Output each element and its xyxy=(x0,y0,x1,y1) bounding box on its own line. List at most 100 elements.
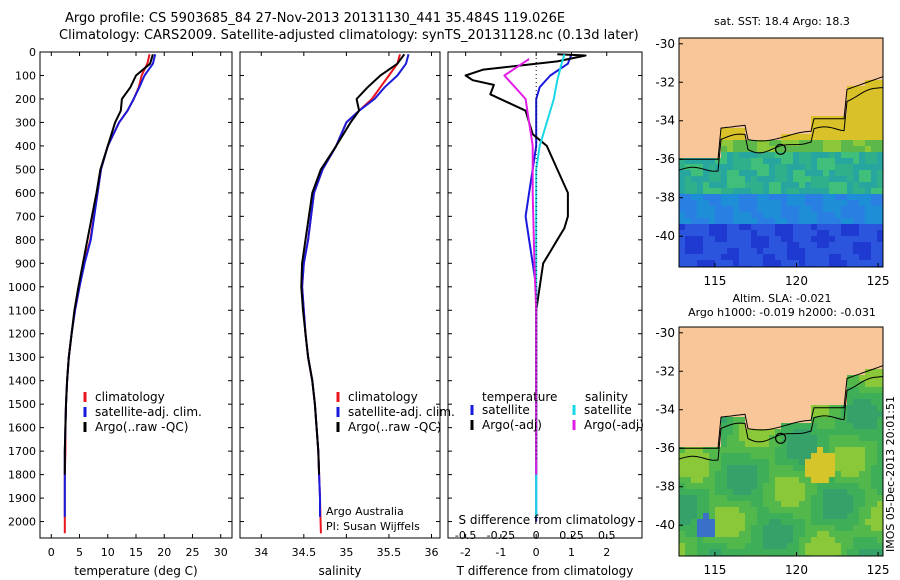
legend-label-salinity: Argo(..raw -QC) xyxy=(348,420,441,434)
depth-tick-label: 1600 xyxy=(8,422,36,435)
legend-label: Argo(-adj) xyxy=(482,418,542,432)
x-axis-label-difference: T difference from climatology xyxy=(456,564,634,578)
figure-title-line1: Argo profile: CS 5903685_84 27-Nov-2013 … xyxy=(65,11,566,26)
coastline xyxy=(679,365,883,449)
map-y-tick-label: -32 xyxy=(655,75,675,89)
legend-temperature-title: temperature xyxy=(482,390,557,404)
map-y-tick-label: -40 xyxy=(655,229,675,243)
annotation-line1: Argo Australia xyxy=(326,505,404,518)
s-tick-label: -0.5 xyxy=(455,529,476,542)
map-y-tick-label: -30 xyxy=(655,37,675,51)
depth-tick-label: 200 xyxy=(15,93,36,106)
depth-tick-label: 1200 xyxy=(8,328,36,341)
s-tick-label: 0 xyxy=(533,529,540,542)
legend-label: satellite xyxy=(584,403,632,417)
depth-tick-label: 900 xyxy=(15,257,36,270)
x-tick-label: 2 xyxy=(603,546,610,559)
legend-label-salinity: satellite-adj. clim. xyxy=(348,405,455,419)
x-tick-label: 1 xyxy=(568,546,575,559)
x-tick-label: 35 xyxy=(339,546,353,559)
panel-frame-difference xyxy=(447,51,643,539)
x-tick-label: 10 xyxy=(101,546,115,559)
map-y-tick-label: -38 xyxy=(655,480,675,494)
depth-tick-label: 800 xyxy=(15,234,36,247)
map-y-tick-label: -36 xyxy=(655,152,675,166)
x-tick-label: 35.5 xyxy=(377,546,402,559)
legend-label-temperature: climatology xyxy=(95,390,165,404)
legend-label: satellite xyxy=(482,403,530,417)
depth-tick-label: 1400 xyxy=(8,375,36,388)
sla-map-title-line2: Argo h1000: -0.019 h2000: -0.031 xyxy=(688,306,876,319)
depth-tick-label: 1900 xyxy=(8,492,36,505)
map-y-tick-label: -34 xyxy=(655,114,675,128)
legend-label-temperature: Argo(..raw -QC) xyxy=(95,420,188,434)
figure-title-line2: Climatology: CARS2009. Satellite-adjuste… xyxy=(59,28,639,43)
map-x-tick-label: 115 xyxy=(703,563,726,577)
map-y-tick-label: -36 xyxy=(655,441,675,455)
x-tick-label: 15 xyxy=(129,546,143,559)
x-tick-label: -2 xyxy=(460,546,471,559)
sst-map-title: sat. SST: 18.4 Argo: 18.3 xyxy=(714,15,850,28)
map-frame-sla-map xyxy=(678,326,884,557)
coastline xyxy=(679,76,883,160)
x-tick-label: 5 xyxy=(76,546,83,559)
map-x-tick-label: 120 xyxy=(785,274,808,288)
depth-tick-label: 500 xyxy=(15,163,36,176)
x-tick-label: -1 xyxy=(495,546,506,559)
map-x-tick-label: 120 xyxy=(785,563,808,577)
depth-tick-label: 1300 xyxy=(8,351,36,364)
series-line-salinity-0 xyxy=(301,54,401,534)
map-y-tick-label: -40 xyxy=(655,518,675,532)
legend-salinity-title: salinity xyxy=(585,390,628,404)
x-tick-label: 0 xyxy=(48,546,55,559)
map-x-tick-label: 115 xyxy=(703,274,726,288)
depth-tick-label: 700 xyxy=(15,210,36,223)
map-x-tick-label: 125 xyxy=(867,563,890,577)
depth-tick-label: 0 xyxy=(29,46,36,59)
depth-tick-label: 2000 xyxy=(8,516,36,529)
series-line-temperature-2 xyxy=(63,54,154,475)
depth-tick-label: 1700 xyxy=(8,445,36,458)
annotation-line2: PI: Susan Wijffels xyxy=(326,520,420,533)
depth-contour xyxy=(679,87,883,172)
x-tick-label: 34.5 xyxy=(292,546,317,559)
s-axis-label: S difference from climatology xyxy=(459,513,636,527)
x-tick-label: 34 xyxy=(254,546,268,559)
depth-tick-label: 100 xyxy=(15,69,36,82)
x-tick-label: 30 xyxy=(214,546,228,559)
x-tick-label: 20 xyxy=(157,546,171,559)
map-frame-sst-map xyxy=(678,37,884,268)
sla-map-title-line1: Altim. SLA: -0.021 xyxy=(732,292,831,305)
depth-tick-label: 300 xyxy=(15,116,36,129)
profile-location-marker xyxy=(775,432,787,444)
series-line-difference-0 xyxy=(524,53,573,522)
map-y-tick-label: -38 xyxy=(655,191,675,205)
x-axis-label-salinity: salinity xyxy=(318,564,361,578)
depth-tick-label: 600 xyxy=(15,187,36,200)
depth-tick-label: 1500 xyxy=(8,398,36,411)
timestamp-watermark: IMOS 05-Dec-2013 20:01:51 xyxy=(884,396,897,552)
s-tick-label: 0.5 xyxy=(598,529,616,542)
panel-frame-salinity xyxy=(239,51,441,539)
map-y-tick-label: -32 xyxy=(655,364,675,378)
legend-label: Argo(-adj) xyxy=(584,418,644,432)
profile-location-marker xyxy=(775,143,787,155)
depth-tick-label: 400 xyxy=(15,140,36,153)
x-tick-label: 0 xyxy=(533,546,540,559)
depth-contour xyxy=(679,376,883,461)
s-tick-label: -0.25 xyxy=(487,529,515,542)
s-tick-label: 0.25 xyxy=(559,529,584,542)
panel-frame-temperature xyxy=(39,51,233,539)
map-y-tick-label: -30 xyxy=(655,326,675,340)
map-y-tick-label: -34 xyxy=(655,403,675,417)
depth-tick-label: 1000 xyxy=(8,281,36,294)
depth-tick-label: 1800 xyxy=(8,469,36,482)
depth-tick-label: 1100 xyxy=(8,304,36,317)
x-axis-label-temperature: temperature (deg C) xyxy=(74,564,197,578)
x-tick-label: 25 xyxy=(185,546,199,559)
series-line-salinity-2 xyxy=(300,53,406,475)
map-x-tick-label: 125 xyxy=(867,274,890,288)
legend-label-temperature: satellite-adj. clim. xyxy=(95,405,202,419)
